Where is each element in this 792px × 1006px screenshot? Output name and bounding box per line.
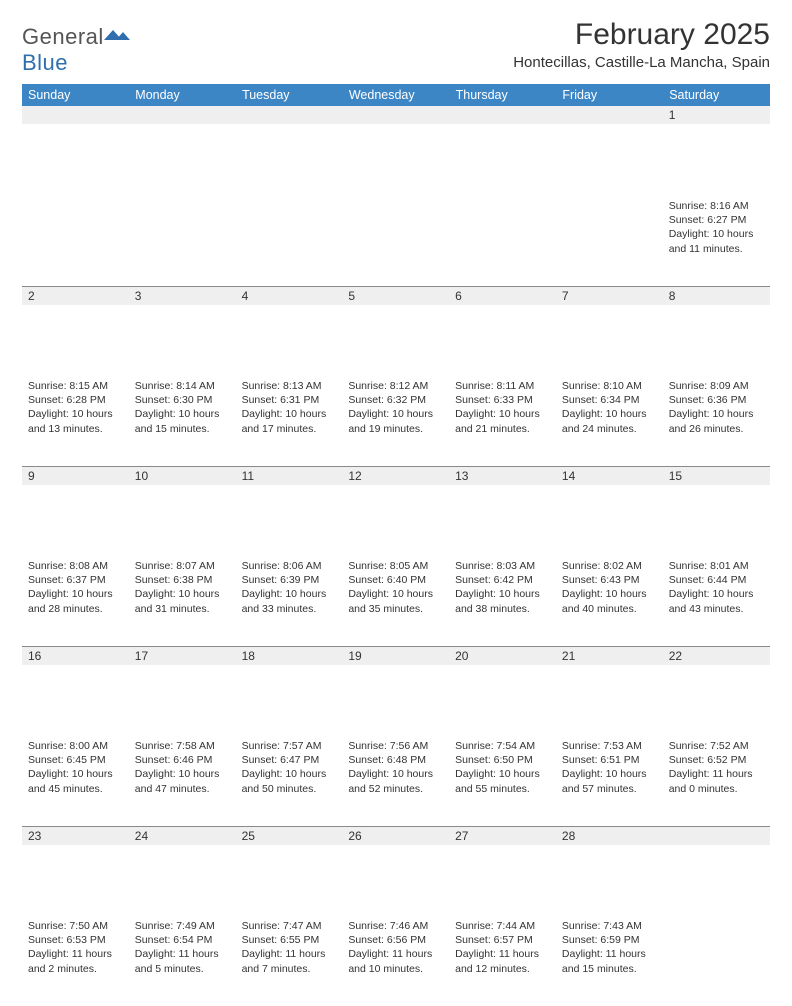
day-cell: Sunrise: 7:47 AMSunset: 6:55 PMDaylight:… <box>236 916 343 982</box>
day-number <box>449 106 556 124</box>
day-number: 1 <box>663 106 770 124</box>
day-number: 17 <box>129 647 236 665</box>
day-cell: Sunrise: 8:00 AMSunset: 6:45 PMDaylight:… <box>22 736 129 802</box>
day-number: 11 <box>236 467 343 485</box>
day-number: 28 <box>556 827 663 845</box>
day-number: 6 <box>449 287 556 305</box>
day-number: 19 <box>342 647 449 665</box>
day-cell: Sunrise: 7:52 AMSunset: 6:52 PMDaylight:… <box>663 736 770 802</box>
brand-text: General Blue <box>22 24 130 76</box>
day-cell <box>129 196 236 205</box>
day-cell: Sunrise: 8:10 AMSunset: 6:34 PMDaylight:… <box>556 376 663 442</box>
day-number: 26 <box>342 827 449 845</box>
day-cell <box>663 916 770 925</box>
day-cell: Sunrise: 7:58 AMSunset: 6:46 PMDaylight:… <box>129 736 236 802</box>
day-cell: Sunrise: 7:43 AMSunset: 6:59 PMDaylight:… <box>556 916 663 982</box>
day-number: 14 <box>556 467 663 485</box>
day-number: 27 <box>449 827 556 845</box>
day-cell: Sunrise: 8:12 AMSunset: 6:32 PMDaylight:… <box>342 376 449 442</box>
day-cell: Sunrise: 7:56 AMSunset: 6:48 PMDaylight:… <box>342 736 449 802</box>
brand-name-b: Blue <box>22 50 68 75</box>
day-cell: Sunrise: 8:14 AMSunset: 6:30 PMDaylight:… <box>129 376 236 442</box>
day-cell <box>22 196 129 205</box>
day-number <box>236 106 343 124</box>
month-title: February 2025 <box>513 18 770 52</box>
brand-mark-icon <box>104 26 130 44</box>
day-number: 13 <box>449 467 556 485</box>
day-number <box>129 106 236 124</box>
calendar-table: SundayMondayTuesdayWednesdayThursdayFrid… <box>22 84 770 1006</box>
day-number: 23 <box>22 827 129 845</box>
day-cell: Sunrise: 8:15 AMSunset: 6:28 PMDaylight:… <box>22 376 129 442</box>
day-number <box>342 106 449 124</box>
day-cell: Sunrise: 7:57 AMSunset: 6:47 PMDaylight:… <box>236 736 343 802</box>
day-number: 12 <box>342 467 449 485</box>
brand-name-a: General <box>22 24 104 49</box>
day-number <box>22 106 129 124</box>
day-cell <box>342 196 449 205</box>
day-cell: Sunrise: 8:11 AMSunset: 6:33 PMDaylight:… <box>449 376 556 442</box>
day-number: 2 <box>22 287 129 305</box>
day-number: 5 <box>342 287 449 305</box>
day-cell: Sunrise: 8:16 AMSunset: 6:27 PMDaylight:… <box>663 196 770 262</box>
calendar-head: SundayMondayTuesdayWednesdayThursdayFrid… <box>22 84 770 106</box>
location: Hontecillas, Castille-La Mancha, Spain <box>513 54 770 71</box>
day-number: 18 <box>236 647 343 665</box>
day-number: 24 <box>129 827 236 845</box>
day-cell: Sunrise: 7:54 AMSunset: 6:50 PMDaylight:… <box>449 736 556 802</box>
brand-logo: General Blue <box>22 24 130 76</box>
day-header: Friday <box>556 84 663 106</box>
day-number: 7 <box>556 287 663 305</box>
day-cell <box>556 196 663 205</box>
day-number: 15 <box>663 467 770 485</box>
day-number: 9 <box>22 467 129 485</box>
day-cell: Sunrise: 7:53 AMSunset: 6:51 PMDaylight:… <box>556 736 663 802</box>
day-cell: Sunrise: 7:50 AMSunset: 6:53 PMDaylight:… <box>22 916 129 982</box>
day-number: 16 <box>22 647 129 665</box>
day-header: Monday <box>129 84 236 106</box>
day-number: 25 <box>236 827 343 845</box>
day-cell: Sunrise: 7:46 AMSunset: 6:56 PMDaylight:… <box>342 916 449 982</box>
day-number: 4 <box>236 287 343 305</box>
calendar-body: 1 Sunrise: 8:16 AMSunset: 6:27 PMDaylight… <box>22 106 770 1006</box>
title-block: February 2025 Hontecillas, Castille-La M… <box>513 18 770 71</box>
day-number <box>663 827 770 845</box>
day-number <box>556 106 663 124</box>
day-header: Wednesday <box>342 84 449 106</box>
day-cell <box>449 196 556 205</box>
day-cell: Sunrise: 8:09 AMSunset: 6:36 PMDaylight:… <box>663 376 770 442</box>
day-number: 20 <box>449 647 556 665</box>
day-cell: Sunrise: 7:44 AMSunset: 6:57 PMDaylight:… <box>449 916 556 982</box>
day-header: Thursday <box>449 84 556 106</box>
header: General Blue February 2025 Hontecillas, … <box>22 18 770 76</box>
day-header: Tuesday <box>236 84 343 106</box>
day-number: 8 <box>663 287 770 305</box>
day-cell: Sunrise: 7:49 AMSunset: 6:54 PMDaylight:… <box>129 916 236 982</box>
day-cell: Sunrise: 8:13 AMSunset: 6:31 PMDaylight:… <box>236 376 343 442</box>
day-number: 22 <box>663 647 770 665</box>
day-number: 10 <box>129 467 236 485</box>
day-cell <box>236 196 343 205</box>
day-number: 21 <box>556 647 663 665</box>
day-number: 3 <box>129 287 236 305</box>
day-header: Saturday <box>663 84 770 106</box>
day-header: Sunday <box>22 84 129 106</box>
